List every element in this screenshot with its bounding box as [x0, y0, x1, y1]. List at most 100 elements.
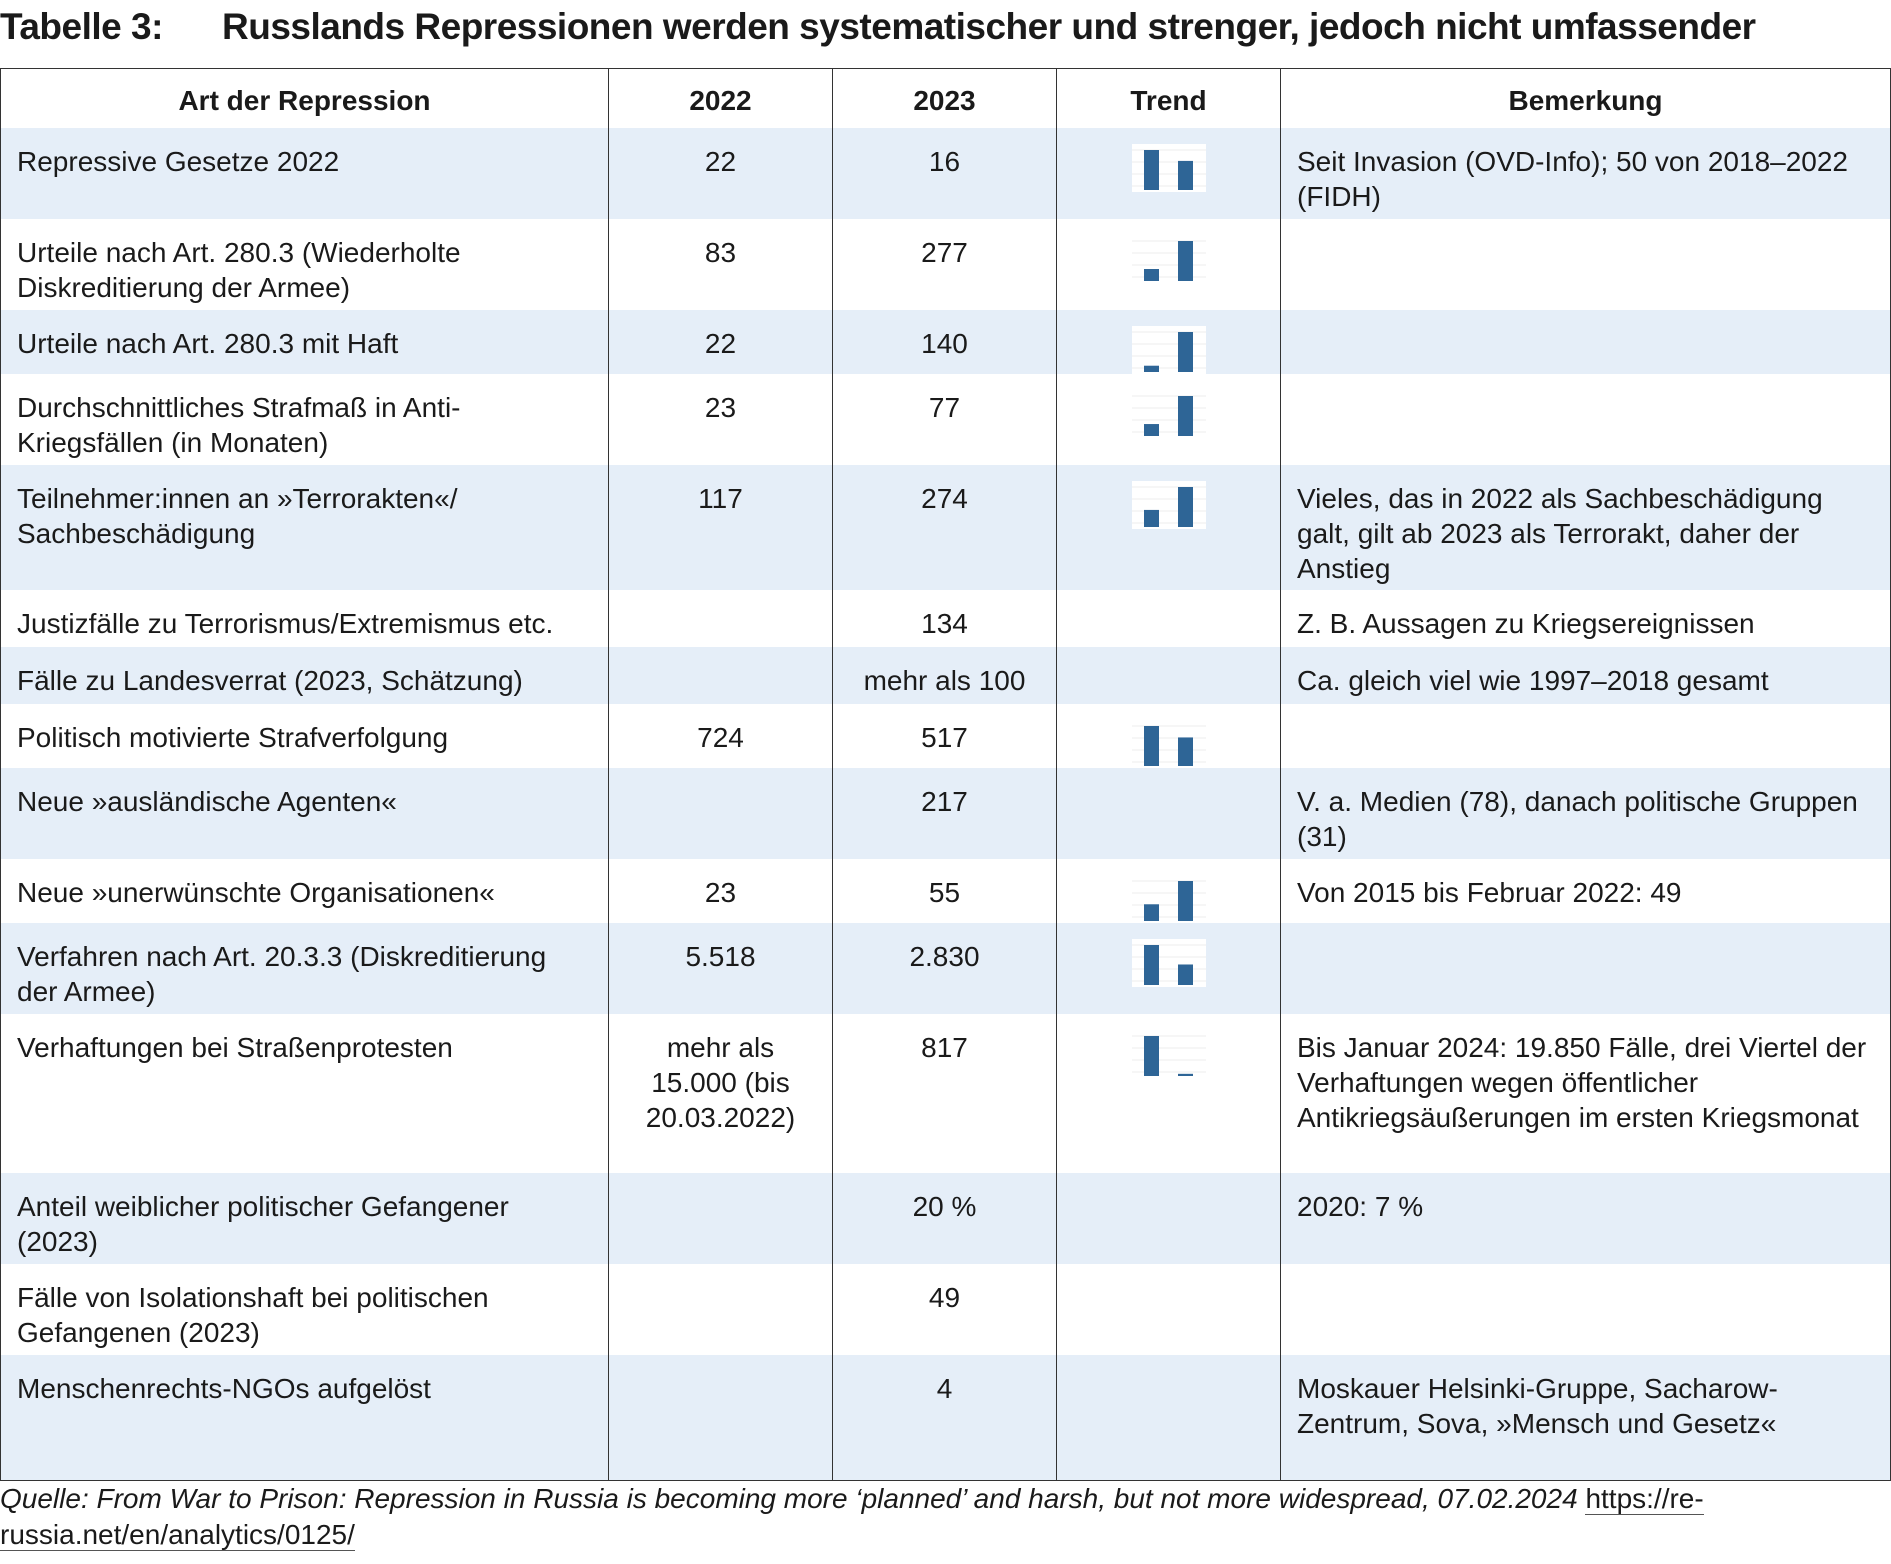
cell-2023: mehr als 100: [832, 647, 1057, 704]
cell-2023: 274: [832, 465, 1057, 590]
cell-trend: [1056, 1264, 1281, 1355]
trend-bar-2022: [1143, 726, 1159, 766]
cell-2022: 23: [608, 374, 833, 465]
cell-2022: 22: [608, 128, 833, 219]
cell-bemerkung: V. a. Medien (78), danach politische Gru…: [1280, 768, 1891, 859]
trend-background: [1131, 326, 1206, 374]
cell-art: Neue »unerwünschte Organisationen«: [0, 859, 609, 923]
cell-2022: 22: [608, 310, 833, 374]
cell-bemerkung: Z. B. Aussagen zu Kriegsereignissen: [1280, 590, 1891, 647]
table-row: Teilnehmer:innen an »Terrorakten«/ Sachb…: [0, 465, 1891, 590]
trend-bar-2023: [1177, 241, 1193, 281]
header-row: Art der Repression 2022 2023 Trend Bemer…: [0, 68, 1891, 128]
trend-bar-2022: [1143, 509, 1159, 527]
table-row: Politisch motivierte Strafverfolgung 724 5…: [0, 704, 1891, 768]
cell-2022: 83: [608, 219, 833, 310]
cell-bemerkung: Bis Januar 2024: 19.850 Fälle, drei Vier…: [1280, 1014, 1891, 1173]
cell-2022: [608, 590, 833, 647]
table-row: Neue »unerwünschte Organisationen« 23 55 Vo…: [0, 859, 1891, 923]
trend-bar-2022: [1143, 904, 1159, 921]
trend-background: [1131, 1030, 1206, 1078]
header-2022: 2022: [608, 68, 833, 128]
trend-bar-2023: [1177, 332, 1193, 372]
cell-bemerkung: [1280, 1264, 1891, 1355]
cell-2022: 5.518: [608, 923, 833, 1014]
table-row: Urteile nach Art. 280.3 (Wiederholte Dis…: [0, 219, 1891, 310]
cell-art: Neue »ausländische Agenten«: [0, 768, 609, 859]
trend-sparkline: [1131, 1030, 1206, 1078]
cell-art: Urteile nach Art. 280.3 mit Haft: [0, 310, 609, 374]
cell-2023: 517: [832, 704, 1057, 768]
cell-bemerkung: [1280, 374, 1891, 465]
trend-bar-2022: [1143, 365, 1159, 372]
table-heading: Russlands Repressionen werden systematis…: [222, 6, 1756, 47]
repression-table: Art der Repression 2022 2023 Trend Bemer…: [0, 68, 1891, 1481]
trend-sparkline: [1131, 939, 1206, 987]
table-title: Tabelle 3: Russlands Repressionen werden…: [0, 6, 1891, 56]
cell-trend: [1056, 465, 1281, 590]
cell-art: Fälle von Isolationshaft bei politischen…: [0, 1264, 609, 1355]
cell-art: Repressive Gesetze 2022: [0, 128, 609, 219]
cell-trend: [1056, 647, 1281, 704]
cell-2022: [608, 1173, 833, 1264]
table-row: Verfahren nach Art. 20.3.3 (Diskreditier…: [0, 923, 1891, 1014]
header-2023: 2023: [832, 68, 1057, 128]
trend-background: [1131, 144, 1206, 192]
cell-2022: [608, 1355, 833, 1480]
cell-trend: [1056, 923, 1281, 1014]
trend-bar-2023: [1177, 881, 1193, 921]
cell-trend: [1056, 590, 1281, 647]
cell-bemerkung: [1280, 923, 1891, 1014]
cell-2023: 16: [832, 128, 1057, 219]
cell-bemerkung: Moskauer Helsinki-Gruppe, Sacharow-Zentr…: [1280, 1355, 1891, 1480]
cell-art: Politisch motivierte Strafverfolgung: [0, 704, 609, 768]
table-row: Fälle zu Landesverrat (2023, Schätzung) m…: [0, 647, 1891, 704]
table-row: Fälle von Isolationshaft bei politischen…: [0, 1264, 1891, 1355]
table-row: Durchschnittliches Strafmaß in Anti-Krie…: [0, 374, 1891, 465]
cell-trend: [1056, 768, 1281, 859]
cell-bemerkung: [1280, 310, 1891, 374]
cell-bemerkung: Von 2015 bis Februar 2022: 49: [1280, 859, 1891, 923]
cell-bemerkung: Vieles, das in 2022 als Sachbeschädigung…: [1280, 465, 1891, 590]
table-row: Neue »ausländische Agenten« 217 V. a. Medi…: [0, 768, 1891, 859]
cell-2022: [608, 647, 833, 704]
trend-bar-2022: [1143, 269, 1159, 281]
cell-trend: [1056, 1355, 1281, 1480]
cell-art: Teilnehmer:innen an »Terrorakten«/ Sachb…: [0, 465, 609, 590]
trend-sparkline: [1131, 720, 1206, 768]
cell-2023: 817: [832, 1014, 1057, 1173]
trend-background: [1131, 235, 1206, 283]
cell-trend: [1056, 310, 1281, 374]
trend-bar-2023: [1177, 964, 1193, 985]
trend-sparkline: [1131, 875, 1206, 923]
trend-bar-2023: [1177, 160, 1193, 190]
cell-bemerkung: [1280, 219, 1891, 310]
cell-bemerkung: 2020: 7 %: [1280, 1173, 1891, 1264]
cell-art: Verhaftungen bei Straßenprotesten: [0, 1014, 609, 1173]
cell-2023: 20 %: [832, 1173, 1057, 1264]
cell-2022: 117: [608, 465, 833, 590]
cell-bemerkung: Seit Invasion (OVD-Info); 50 von 2018–20…: [1280, 128, 1891, 219]
cell-trend: [1056, 859, 1281, 923]
table-row: Repressive Gesetze 2022 22 16 Seit Invasion…: [0, 128, 1891, 219]
header-art: Art der Repression: [0, 68, 609, 128]
cell-2023: 55: [832, 859, 1057, 923]
trend-sparkline: [1131, 235, 1206, 283]
trend-background: [1131, 875, 1206, 923]
cell-2023: 77: [832, 374, 1057, 465]
source-text: Quelle: From War to Prison: Repression i…: [0, 1483, 1578, 1514]
cell-2023: 217: [832, 768, 1057, 859]
cell-2023: 49: [832, 1264, 1057, 1355]
trend-sparkline: [1131, 144, 1206, 192]
trend-bar-2023: [1177, 1073, 1193, 1076]
cell-2022: [608, 768, 833, 859]
source-link[interactable]: https://re-russia.net/en/analytics/0125/: [0, 1483, 1704, 1551]
header-trend: Trend: [1056, 68, 1281, 128]
header-bemerkung: Bemerkung: [1280, 68, 1891, 128]
trend-background: [1131, 720, 1206, 768]
cell-bemerkung: Ca. gleich viel wie 1997–2018 gesamt: [1280, 647, 1891, 704]
cell-2022: [608, 1264, 833, 1355]
cell-2022: 724: [608, 704, 833, 768]
cell-trend: [1056, 219, 1281, 310]
table-row: Anteil weiblicher politischer Gefangener…: [0, 1173, 1891, 1264]
